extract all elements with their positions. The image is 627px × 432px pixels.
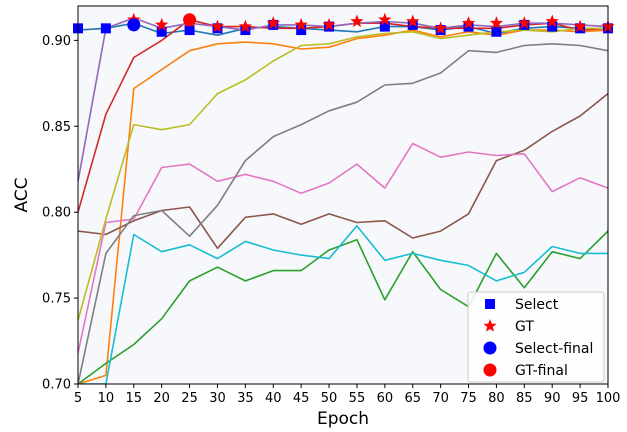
legend-marker: [485, 299, 495, 309]
gt-marker: [155, 17, 169, 31]
legend-marker: [483, 363, 497, 377]
x-tick-label: 85: [516, 391, 533, 406]
gt-marker: [517, 16, 531, 29]
select-marker: [491, 26, 502, 37]
gt-marker: [489, 16, 504, 29]
legend-label: GT: [515, 319, 534, 335]
series-line-6: [78, 92, 608, 250]
x-tick-label: 80: [488, 391, 505, 406]
x-tick-label: 25: [181, 391, 198, 406]
y-tick-label: 0.90: [42, 34, 71, 49]
gt-marker: [378, 12, 392, 26]
gt-marker: [350, 14, 364, 28]
x-tick-label: 65: [404, 391, 421, 406]
legend-label: GT-final: [515, 363, 568, 379]
series-line-3: [78, 230, 608, 384]
legend-marker: [483, 319, 497, 332]
marker-layer: [73, 12, 615, 37]
x-tick-label: 40: [265, 391, 282, 406]
gt-marker: [406, 14, 420, 28]
gt-marker: [322, 17, 336, 31]
y-axis: 0.70 0.75 0.80 0.85 0.90: [42, 34, 78, 393]
gt-marker: [433, 21, 448, 34]
gt-final-marker: [183, 13, 197, 27]
legend-marker: [483, 341, 497, 355]
y-tick-label: 0.70: [42, 378, 71, 393]
gt-marker: [573, 19, 587, 33]
x-axis-label: Epoch: [317, 409, 369, 429]
x-tick-label: 50: [321, 391, 338, 406]
series-layer: [78, 17, 608, 384]
x-tick-label: 75: [460, 391, 477, 406]
series-line-9: [78, 27, 608, 321]
x-tick-label: 55: [349, 391, 366, 406]
gt-marker: [294, 17, 308, 31]
y-tick-label: 0.80: [42, 206, 71, 221]
y-axis-label: ACC: [12, 177, 32, 212]
x-tick-label: 45: [293, 391, 310, 406]
gt-marker: [210, 19, 225, 33]
legend-box: [467, 291, 605, 383]
x-tick-label: 100: [596, 391, 621, 406]
select-marker: [407, 19, 418, 30]
select-marker: [296, 25, 307, 36]
gt-marker: [238, 19, 253, 33]
plot-frame: [77, 5, 609, 385]
select-final-marker: [127, 18, 141, 32]
series-line-10: [78, 225, 608, 384]
select-marker: [547, 21, 558, 32]
legend: Select GT Select-final GT-final: [467, 291, 605, 383]
y-tick-label: 0.85: [42, 120, 71, 135]
select-marker: [240, 25, 251, 36]
x-tick-label: 60: [377, 391, 394, 406]
x-tick-label: 15: [126, 391, 143, 406]
x-tick-label: 30: [209, 391, 226, 406]
x-tick-label: 70: [432, 391, 449, 406]
x-axis: 5 10 15 20 25 30 35 40 45 50 55 60 65 70 75 80 85 90 95 100: [74, 384, 621, 406]
select-marker: [184, 25, 195, 36]
y-tick-label: 0.75: [42, 292, 71, 307]
x-tick-label: 35: [237, 391, 254, 406]
select-marker: [156, 26, 167, 37]
series-line-7: [78, 142, 608, 354]
x-tick-label: 5: [74, 391, 82, 406]
select-marker: [100, 23, 111, 34]
gt-marker: [266, 16, 280, 29]
gt-marker: [545, 14, 559, 28]
select-marker: [463, 21, 474, 32]
series-line-8: [78, 42, 608, 384]
x-tick-label: 20: [153, 391, 170, 406]
x-tick-label: 90: [544, 391, 561, 406]
x-tick-label: 10: [98, 391, 115, 406]
gt-marker: [461, 16, 476, 29]
select-marker: [379, 21, 390, 32]
legend-label: Select: [515, 297, 559, 313]
legend-label: Select-final: [515, 341, 593, 357]
x-tick-label: 95: [572, 391, 589, 406]
